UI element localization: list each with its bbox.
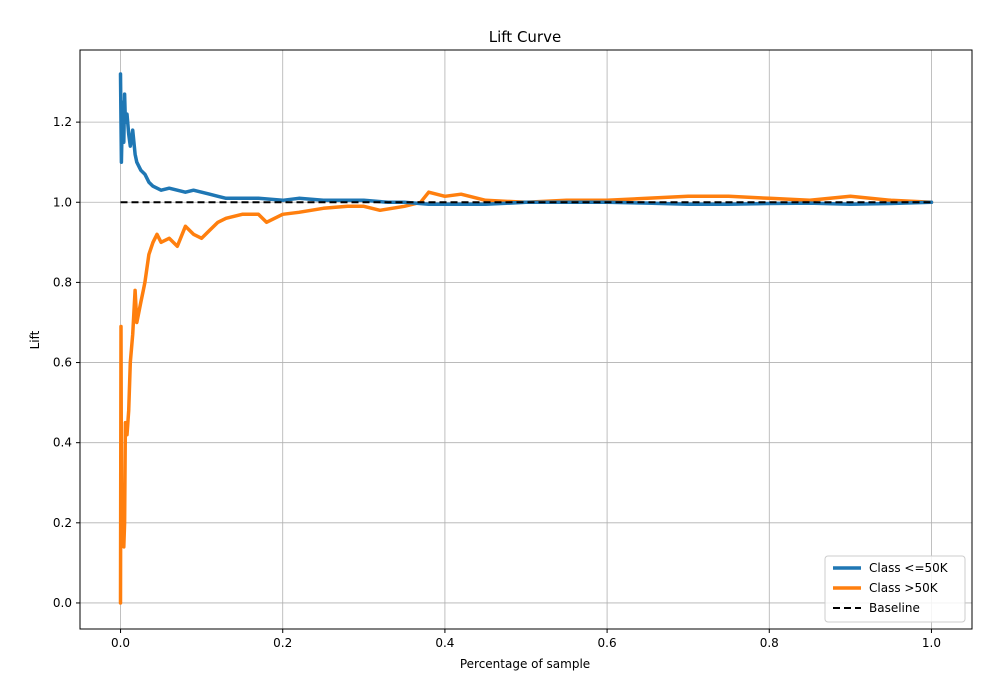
x-tick-label: 0.2 [273,636,292,650]
x-tick-label: 1.0 [922,636,941,650]
x-tick-label: 0.8 [760,636,779,650]
grid [80,50,972,629]
y-axis-label: Lift [28,330,42,349]
x-tick-label: 0.0 [111,636,130,650]
series-layer [118,72,934,605]
series-line-class-50k [118,72,934,207]
y-tick-label: 0.8 [53,275,72,289]
series-line-class-50k [118,190,934,605]
y-tick-label: 0.2 [53,516,72,530]
y-tick-label: 1.0 [53,195,72,209]
y-tick-label: 0.6 [53,356,72,370]
ticks: 0.0 0.2 0.4 0.6 0.8 1.0 0.0 0.2 0.4 0.6 0.8 1.0 1.2 [53,115,941,650]
x-axis-label: Percentage of sample [460,657,590,671]
x-tick-label: 0.4 [435,636,454,650]
plot-area-frame [79,49,973,630]
legend-box [824,555,966,623]
legend-label: Class <=50K [869,561,949,575]
x-tick-label: 0.6 [598,636,617,650]
legend-label: Class >50K [869,581,939,595]
y-tick-label: 0.4 [53,436,72,450]
chart-title: Lift Curve [489,28,561,46]
y-tick-label: 0.0 [53,596,72,610]
y-tick-label: 1.2 [53,115,72,129]
legend: Class <=50K Class >50K Baseline [824,555,966,623]
legend-label: Baseline [869,601,920,615]
